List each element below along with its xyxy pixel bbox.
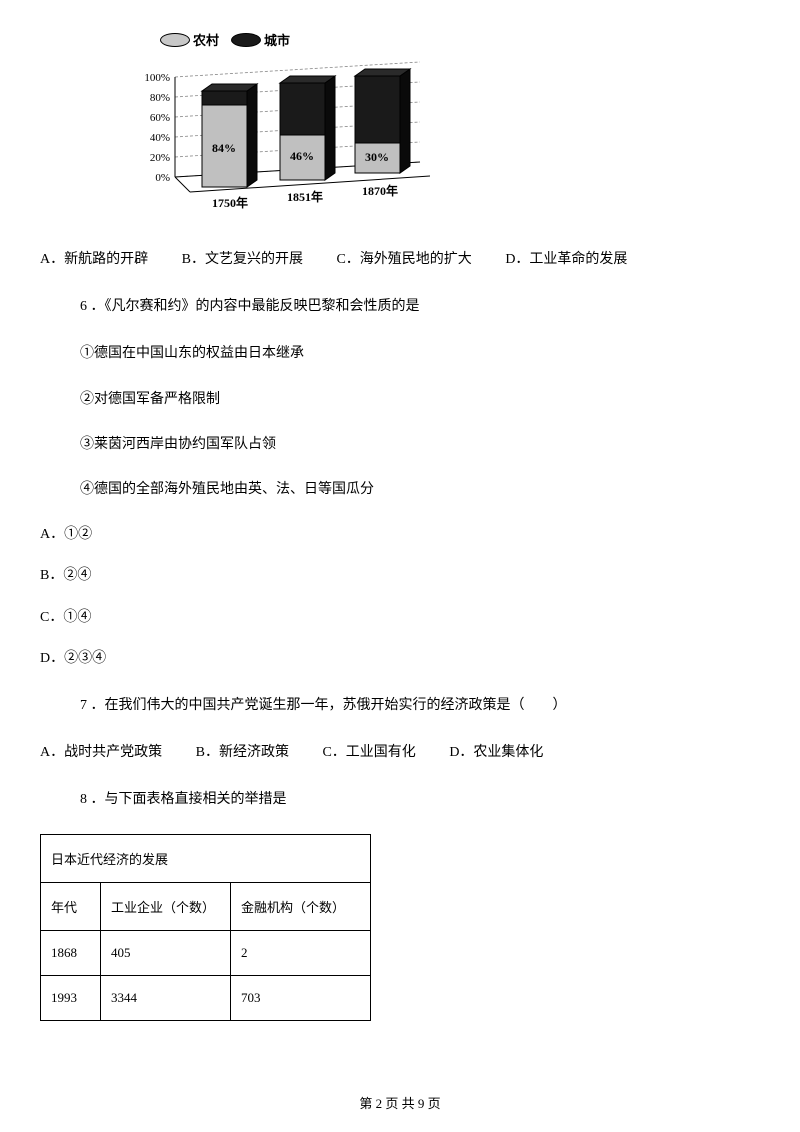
q6-option-b: B．②④ [40,563,760,588]
q7-stem: 7 ．在我们伟大的中国共产党诞生那一年，苏俄开始实行的经济政策是（ ） [80,693,760,718]
table-header-row: 年代 工业企业（个数） 金融机构（个数） [41,883,371,931]
chart-container: 农村 城市 100% 80% 60% 40% 20% 0% [130,30,760,227]
legend-label-urban: 城市 [264,30,290,49]
legend-label-rural: 农村 [193,30,219,49]
cell: 703 [231,976,371,1021]
cell: 1993 [41,976,101,1021]
svg-text:80%: 80% [150,92,170,104]
chart-legend: 农村 城市 [160,30,760,49]
q7-option-b: B．新经济政策 [196,740,289,765]
q5-option-c: C．海外殖民地的扩大 [336,247,471,272]
svg-text:20%: 20% [150,152,170,164]
q6-option-c: C．①④ [40,605,760,630]
col-2: 金融机构（个数） [231,883,371,931]
cell: 405 [101,931,231,976]
bar-chart-svg: 100% 80% 60% 40% 20% 0% 84% 1750年 [130,57,430,227]
q5-option-b: B．文艺复兴的开展 [182,247,303,272]
bar-1851: 46% 1851年 [280,76,335,204]
svg-text:100%: 100% [144,72,170,84]
col-1: 工业企业（个数） [101,883,231,931]
svg-text:60%: 60% [150,112,170,124]
q7-options: A．战时共产党政策 B．新经济政策 C．工业国有化 D．农业集体化 [40,740,760,765]
cell: 1868 [41,931,101,976]
q5-option-a: A．新航路的开辟 [40,247,148,272]
q7-option-d: D．农业集体化 [449,740,543,765]
cell: 3344 [101,976,231,1021]
table-row: 1993 3344 703 [41,976,371,1021]
col-0: 年代 [41,883,101,931]
q6-stem: 6 ．《凡尔赛和约》的内容中最能反映巴黎和会性质的是 [80,294,760,319]
legend-swatch-rural [160,33,190,47]
legend-rural: 农村 [160,30,219,49]
page-footer: 第 2 页 共 9 页 [0,1093,800,1112]
q5-option-d: D．工业革命的发展 [505,247,627,272]
table-title-row: 日本近代经济的发展 [41,835,371,883]
q6-option-a: A．①② [40,522,760,547]
q6-item-4: ④德国的全部海外殖民地由英、法、日等国瓜分 [80,477,760,502]
legend-urban: 城市 [231,30,290,49]
q6-item-3: ③莱茵河西岸由协约国军队占领 [80,432,760,457]
table-title: 日本近代经济的发展 [41,835,371,883]
q7-option-c: C．工业国有化 [322,740,415,765]
bar-1870: 30% 1870年 [355,69,410,198]
q7-option-a: A．战时共产党政策 [40,740,162,765]
svg-text:1750年: 1750年 [212,195,248,210]
svg-text:1851年: 1851年 [287,189,323,204]
svg-text:46%: 46% [290,149,314,163]
svg-text:1870年: 1870年 [362,183,398,198]
q8-table: 日本近代经济的发展 年代 工业企业（个数） 金融机构（个数） 1868 405 … [40,834,371,1021]
svg-text:30%: 30% [365,150,389,164]
svg-text:40%: 40% [150,132,170,144]
legend-swatch-urban [231,33,261,47]
y-axis-labels: 100% 80% 60% 40% 20% 0% [144,72,170,184]
q6-item-1: ①德国在中国山东的权益由日本继承 [80,341,760,366]
q6-item-2: ②对德国军备严格限制 [80,387,760,412]
q5-options: A．新航路的开辟 B．文艺复兴的开展 C．海外殖民地的扩大 D．工业革命的发展 [40,247,760,272]
svg-text:0%: 0% [155,172,170,184]
q6-option-d: D．②③④ [40,646,760,671]
table-row: 1868 405 2 [41,931,371,976]
cell: 2 [231,931,371,976]
q8-stem: 8 ．与下面表格直接相关的举措是 [80,787,760,812]
svg-text:84%: 84% [212,141,236,155]
